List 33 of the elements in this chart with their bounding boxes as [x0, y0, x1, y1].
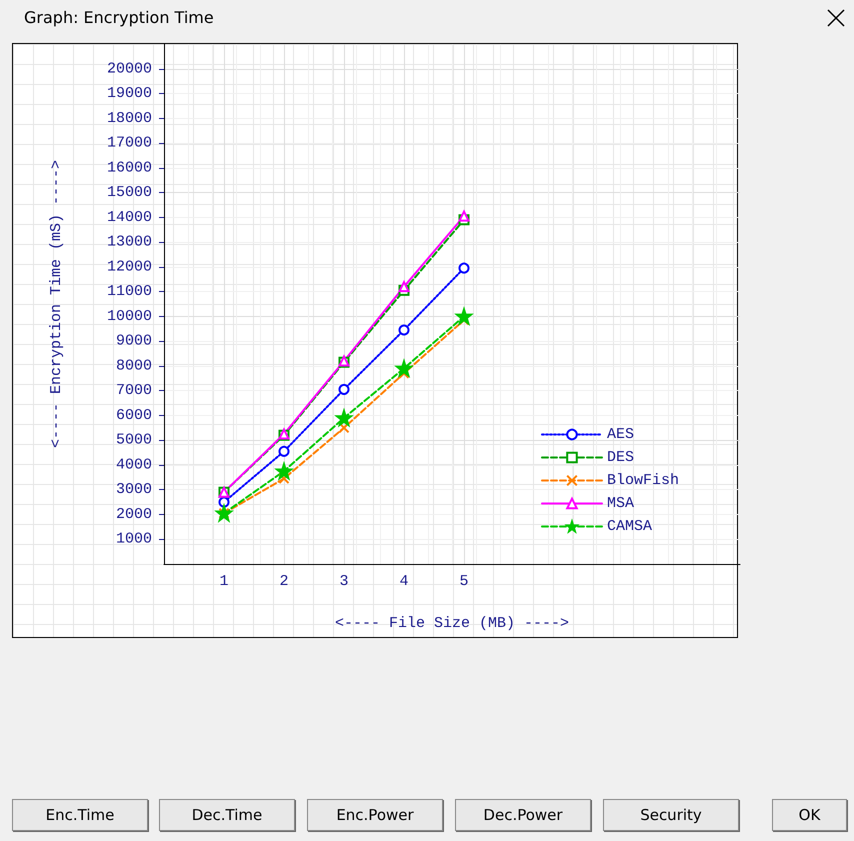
legend-label: AES — [606, 426, 634, 443]
y-tick-label: 18000 — [106, 110, 152, 127]
y-tick-label: 19000 — [106, 85, 152, 102]
y-tick-label: 17000 — [106, 134, 152, 152]
chart-title: Graph: Encryption Time — [24, 8, 214, 27]
y-tick-label: 6000 — [116, 406, 152, 424]
x-tick-label: 5 — [459, 573, 469, 590]
y-tick-label: 15000 — [106, 184, 152, 202]
x-tick-label: 1 — [219, 573, 229, 590]
y-tick-label: 8000 — [116, 357, 152, 374]
legend-label: CAMSA — [606, 518, 652, 535]
legend-label: MSA — [606, 495, 634, 512]
legend-label: BlowFish — [606, 472, 680, 489]
y-tick-label: 13000 — [106, 234, 152, 251]
legend-label: DES — [606, 449, 634, 466]
y-tick-label: 5000 — [116, 432, 152, 449]
y-tick-label: 1000 — [116, 530, 152, 548]
y-tick-label: 11000 — [106, 283, 152, 300]
x-tick-label: 4 — [399, 573, 409, 590]
y-tick-label: 12000 — [106, 258, 152, 276]
y-tick-label: 9000 — [116, 332, 152, 350]
y-tick-label: 7000 — [116, 382, 152, 400]
y-tick-label: 20000 — [106, 60, 152, 78]
y-tick-label: 14000 — [106, 208, 152, 226]
y-tick-label: 10000 — [106, 308, 152, 325]
y-tick-label: 2000 — [116, 506, 152, 523]
y-axis-title: <---- Encryption Time (mS) ----> — [48, 160, 65, 448]
y-tick-label: 4000 — [116, 456, 152, 474]
x-tick-label: 2 — [279, 573, 289, 590]
y-tick-label: 16000 — [106, 159, 152, 176]
y-tick-label: 3000 — [116, 481, 152, 498]
x-axis-title: <---- File Size (MB) ----> — [334, 615, 570, 632]
x-tick-label: 3 — [339, 573, 349, 590]
